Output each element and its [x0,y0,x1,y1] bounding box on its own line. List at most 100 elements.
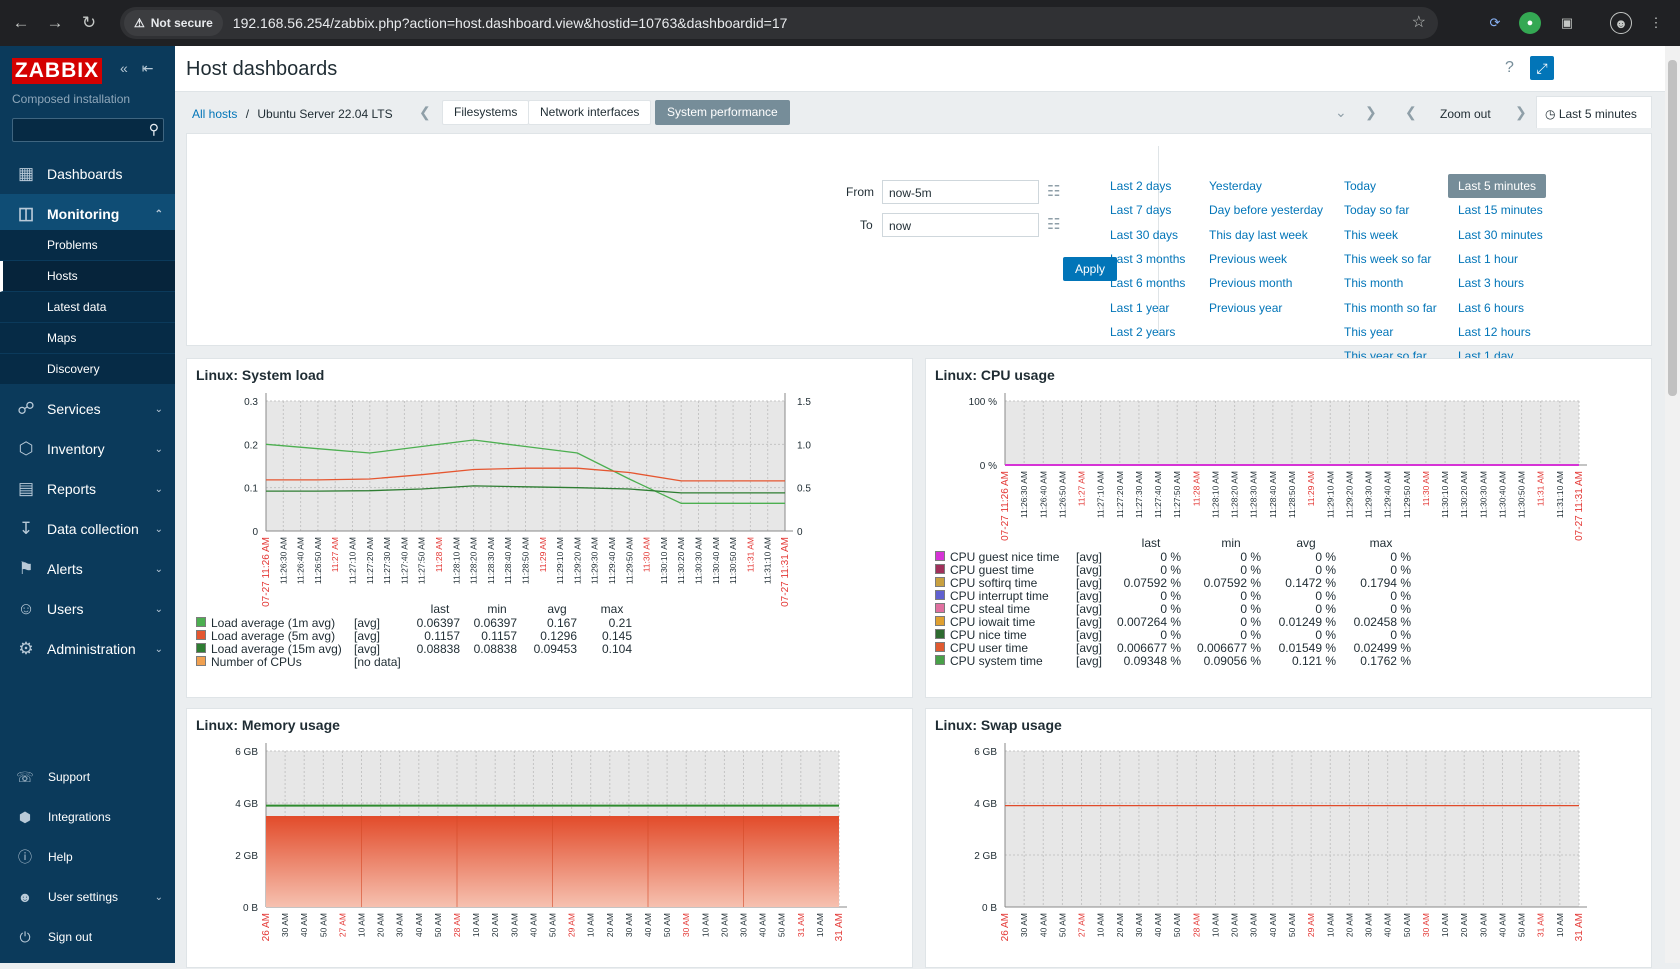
sidebar-search-input[interactable]: ⚲ [12,118,164,142]
sidebar-item-sign-out[interactable]: ⏻ Sign out [0,919,175,955]
x-axis-tick-label: 11:29:20 AM [1344,471,1354,518]
sidebar-item-label: Data collection [47,521,139,537]
breadcrumb-all-hosts[interactable]: All hosts [192,107,238,121]
time-range-tab[interactable]: ◷ Last 5 minutes [1536,96,1652,128]
x-axis-tick-label: 11:28:10 AM [1210,471,1220,518]
sidebar-item-data-collection[interactable]: ↧ Data collection ⌄ [0,509,175,549]
sync-extension-icon[interactable]: ⟳ [1489,15,1501,30]
sidebar-item-users[interactable]: ☺ Users ⌄ [0,589,175,629]
security-chip[interactable]: ⚠ Not secure [124,10,223,36]
sidebar-item-integrations[interactable]: ⬢ Integrations [0,799,175,835]
hide-sidebar-icon[interactable]: ⇤ [141,60,154,76]
page-scrollbar[interactable] [1665,46,1680,963]
quick-range-last-1-year[interactable]: Last 1 year [1110,300,1170,315]
sidebar-item-reports[interactable]: ▤ Reports ⌄ [0,469,175,509]
quick-range-last-12-hours[interactable]: Last 12 hours [1458,324,1531,339]
scrollbar-thumb[interactable] [1668,60,1677,396]
profile-icon[interactable]: ☻ [1610,12,1632,34]
quick-range-last-1-hour[interactable]: Last 1 hour [1458,251,1519,266]
submenu-item-maps[interactable]: Maps [0,323,175,354]
sidebar-item-support[interactable]: ☏ Support [0,759,175,795]
tabs-list-chevron-icon[interactable]: ⌄ [1335,104,1347,120]
help-question-icon[interactable]: ? [1505,59,1514,76]
quick-range-last-5-minutes[interactable]: Last 5 minutes [1448,174,1547,198]
quick-range-day-before-yesterday[interactable]: Day before yesterday [1209,203,1324,218]
quick-range-last-30-minutes[interactable]: Last 30 minutes [1458,227,1543,242]
quick-range-last-3-hours[interactable]: Last 3 hours [1458,276,1525,291]
submenu-item-problems[interactable]: Problems [0,230,175,261]
back-icon[interactable]: ← [12,13,30,32]
monitoring-submenu: Problems Hosts Latest data Maps Discover… [0,230,175,385]
sidebar-item-help[interactable]: ⓘ Help [0,839,175,875]
submenu-item-hosts[interactable]: Hosts [0,261,175,292]
quick-range-this-year[interactable]: This year [1344,324,1394,339]
tab-next-arrow-icon[interactable]: ❯ [1365,104,1377,120]
x-axis-tick-label: 11:28:50 AM [521,537,531,584]
quick-range-previous-week[interactable]: Previous week [1209,251,1288,266]
sidebar-item-alerts[interactable]: ⚑ Alerts ⌄ [0,549,175,589]
quick-range-last-3-months[interactable]: Last 3 months [1110,251,1186,266]
x-axis-tick-label: 11:30:40 AM [1497,471,1507,518]
legend-value: 0.07592 % [1203,576,1261,590]
quick-range-last-2-years[interactable]: Last 2 years [1110,324,1176,339]
quick-range-last-7-days[interactable]: Last 7 days [1110,203,1172,218]
quick-range-last-6-hours[interactable]: Last 6 hours [1458,300,1525,315]
tab-network-interfaces[interactable]: Network interfaces [528,100,652,125]
to-calendar-icon[interactable]: ☷ [1047,216,1061,233]
tab-system-performance[interactable]: System performance [655,100,790,125]
browser-menu-icon[interactable]: ⋮ [1649,15,1663,30]
x-axis-tick-label: 11:26:40 AM [1038,471,1048,518]
memory-usage-chart[interactable]: 6 GB 4 GB 2 GB 0 B26 AM 30 AM 40 AM 50 AM 27 AM… [187,709,914,969]
legend-swatch [935,655,945,665]
zabbix-logo[interactable]: ZABBIX [12,58,102,84]
bookmark-star-icon[interactable]: ☆ [1411,14,1426,31]
quick-range-yesterday[interactable]: Yesterday [1209,179,1262,193]
address-bar[interactable]: ⚠ Not secure 192.168.56.254/zabbix.php?a… [120,7,1438,39]
from-calendar-icon[interactable]: ☷ [1047,183,1061,200]
sidebar-item-dashboards[interactable]: ▦ Dashboards [0,154,175,194]
cpu-usage-chart[interactable]: 100 % 0 % 07-27 11:26 AM 11:26:30 AM 11:26:4… [926,359,1653,699]
quick-range-previous-month[interactable]: Previous month [1209,276,1293,291]
legend-function: [avg] [1076,589,1103,603]
kiosk-mode-icon[interactable]: ⤢ [1530,56,1554,80]
time-prev-arrow-icon[interactable]: ❮ [1405,104,1417,120]
sidebar-item-administration[interactable]: ⚙ Administration ⌄ [0,629,175,669]
quick-range-last-2-days[interactable]: Last 2 days [1110,179,1172,193]
extensions-puzzle-icon[interactable]: ▣ [1560,15,1574,30]
submenu-item-latest-data[interactable]: Latest data [0,292,175,323]
x-axis-tick-label: 11:29:40 AM [1383,471,1393,518]
reload-icon[interactable]: ↻ [81,13,97,32]
tab-filesystems[interactable]: Filesystems [442,100,530,125]
quick-range-this-day-last-week[interactable]: This day last week [1209,227,1308,242]
quick-range-last-6-months[interactable]: Last 6 months [1110,276,1186,291]
collapse-sidebar-icon[interactable]: « [120,60,128,76]
submenu-item-discovery[interactable]: Discovery [0,354,175,385]
quick-range-this-week[interactable]: This week [1344,227,1399,242]
tab-prev-arrow-icon[interactable]: ❮ [419,104,431,120]
quick-range-previous-year[interactable]: Previous year [1209,300,1283,315]
sidebar-item-monitoring[interactable]: ◫ Monitoring ⌃ [0,194,175,234]
url-text[interactable]: 192.168.56.254/zabbix.php?action=host.da… [232,15,788,31]
forward-icon[interactable]: → [46,13,64,32]
apply-button[interactable]: Apply [1063,257,1117,281]
time-next-arrow-icon[interactable]: ❯ [1515,104,1527,120]
y-axis-tick-label: 0 % [980,461,997,472]
from-input[interactable]: now-5m [882,180,1039,204]
search-icon[interactable]: ⚲ [148,121,159,137]
quick-range-last-15-minutes[interactable]: Last 15 minutes [1458,203,1543,218]
quick-range-this-month-so-far[interactable]: This month so far [1344,300,1437,315]
green-extension-icon[interactable]: ● [1519,12,1541,34]
sidebar-item-services[interactable]: ☍ Services ⌄ [0,389,175,429]
to-input[interactable]: now [882,213,1039,237]
swap-usage-chart[interactable]: 6 GB 4 GB 2 GB 0 B26 AM 30 AM 40 AM 50 AM 27 AM… [926,709,1653,969]
sidebar-item-inventory[interactable]: ⬡ Inventory ⌄ [0,429,175,469]
sidebar-item-user-settings[interactable]: ☻ User settings ⌄ [0,879,175,915]
quick-range-this-week-so-far[interactable]: This week so far [1344,251,1432,266]
quick-range-today-so-far[interactable]: Today so far [1344,203,1410,218]
quick-range-today[interactable]: Today [1344,179,1377,193]
zoom-out-button[interactable]: Zoom out [1440,107,1491,121]
quick-range-last-30-days[interactable]: Last 30 days [1110,227,1179,242]
quick-range-this-month[interactable]: This month [1344,276,1404,291]
page-title: Host dashboards [186,58,338,80]
